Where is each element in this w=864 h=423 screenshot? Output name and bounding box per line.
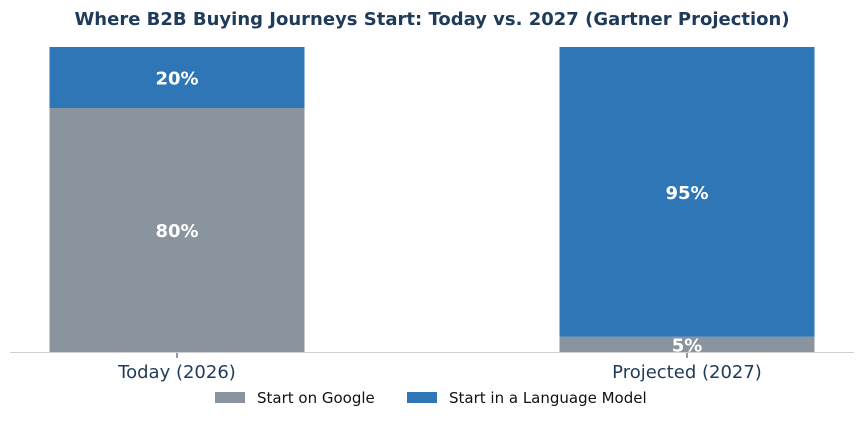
bar-google-0 [49,108,305,352]
legend-swatch-google [215,392,245,403]
x-ticks: Today (2026) Projected (2027) [117,353,762,383]
bar-llm-1 [559,47,815,337]
data-labels-layer: 80% 20% 5% 95% [155,69,708,357]
data-label-llm-0: 20% [155,69,198,90]
data-label-llm-1: 95% [665,183,708,204]
data-label-google-1: 5% [672,335,703,356]
bar-llm-0 [49,47,305,108]
x-tick-label-1: Projected (2027) [612,362,762,383]
bar-google-1 [559,336,815,352]
chart-title: Where B2B Buying Journeys Start: Today v… [74,9,789,30]
legend-label-google: Start on Google [257,389,375,407]
x-tick-label-0: Today (2026) [117,362,236,383]
bars-layer [49,47,815,352]
legend-swatch-llm [407,392,437,403]
legend: Start on Google Start in a Language Model [215,389,647,407]
data-label-google-0: 80% [155,221,198,242]
legend-label-llm: Start in a Language Model [449,389,647,407]
